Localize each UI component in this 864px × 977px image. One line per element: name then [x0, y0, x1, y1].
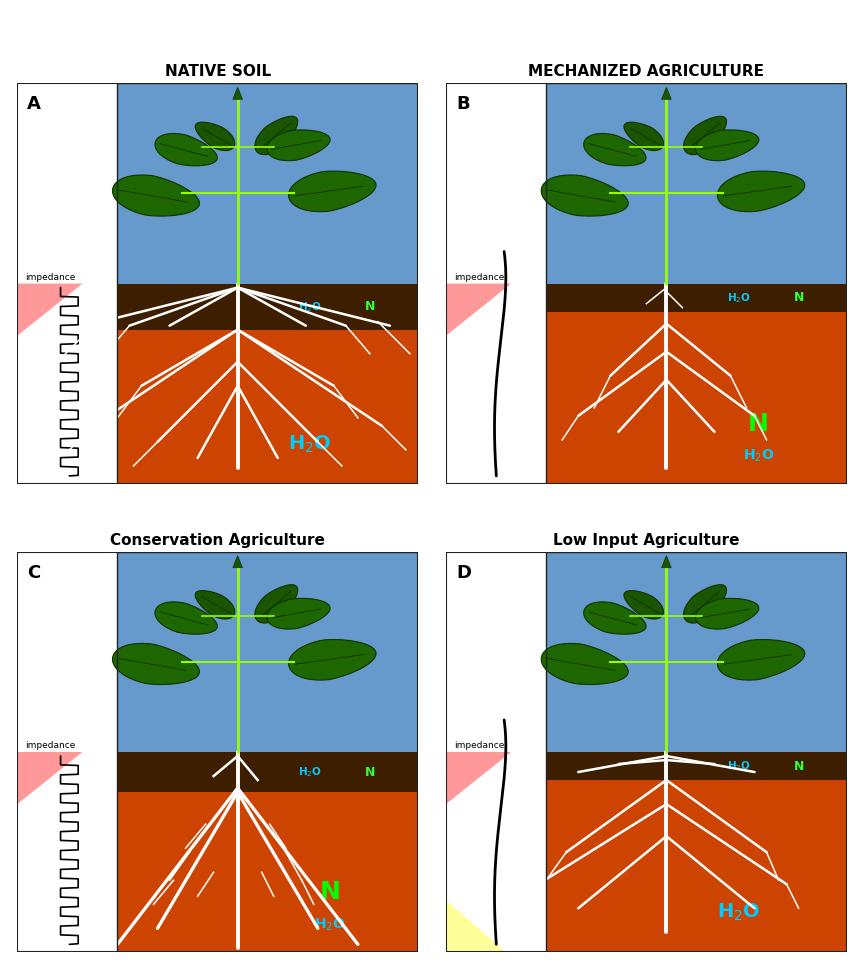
Text: N: N	[320, 880, 340, 905]
Text: impedance: impedance	[454, 741, 505, 750]
Text: H$_2$O: H$_2$O	[288, 433, 332, 454]
Bar	[546, 283, 847, 312]
Text: impedance: impedance	[25, 273, 76, 281]
Polygon shape	[662, 87, 671, 100]
Text: N: N	[748, 412, 769, 436]
Bar	[17, 552, 118, 953]
Bar	[118, 83, 418, 484]
Polygon shape	[112, 644, 200, 685]
Text: H$_2$O: H$_2$O	[298, 300, 321, 314]
Polygon shape	[683, 584, 727, 623]
Bar	[446, 552, 546, 953]
Bar	[546, 752, 847, 780]
Bar	[546, 552, 847, 752]
Polygon shape	[446, 900, 506, 953]
Polygon shape	[624, 591, 664, 619]
Polygon shape	[195, 591, 235, 619]
Text: H$_2$O: H$_2$O	[727, 291, 751, 305]
Polygon shape	[267, 130, 330, 160]
Title: Low Input Agriculture: Low Input Agriculture	[553, 532, 740, 548]
Polygon shape	[195, 122, 235, 150]
Polygon shape	[696, 598, 759, 629]
Polygon shape	[233, 556, 243, 568]
Text: H$_2$O: H$_2$O	[314, 916, 346, 932]
Polygon shape	[267, 598, 330, 629]
Text: C: C	[28, 564, 41, 581]
Bar	[118, 552, 418, 953]
Bar	[118, 283, 418, 329]
Polygon shape	[446, 283, 511, 336]
Bar	[118, 792, 418, 953]
Text: H$_2$O: H$_2$O	[727, 759, 751, 773]
Text: H$_2$O: H$_2$O	[298, 765, 321, 779]
Text: N: N	[365, 300, 375, 314]
Polygon shape	[717, 640, 804, 680]
Text: N: N	[793, 759, 804, 773]
Polygon shape	[112, 175, 200, 216]
Polygon shape	[584, 134, 646, 166]
Text: N: N	[793, 291, 804, 304]
Bar	[446, 83, 546, 484]
Polygon shape	[446, 752, 511, 804]
Bar	[118, 83, 418, 283]
Bar	[118, 552, 418, 752]
Polygon shape	[255, 116, 298, 154]
Polygon shape	[541, 644, 628, 685]
Polygon shape	[584, 602, 646, 634]
Bar	[546, 780, 847, 953]
Bar	[546, 83, 847, 283]
Polygon shape	[289, 640, 376, 680]
Bar	[546, 552, 847, 953]
Text: N: N	[365, 766, 375, 779]
Title: MECHANIZED AGRICULTURE: MECHANIZED AGRICULTURE	[529, 64, 765, 79]
Text: impedance: impedance	[454, 273, 505, 281]
Bar	[17, 83, 118, 484]
Bar	[546, 83, 847, 484]
Text: H$_2$O: H$_2$O	[743, 447, 774, 464]
Polygon shape	[541, 175, 628, 216]
Text: D: D	[456, 564, 471, 581]
Polygon shape	[683, 116, 727, 154]
Text: impedance: impedance	[25, 741, 76, 750]
Polygon shape	[717, 171, 804, 212]
Bar	[118, 329, 418, 484]
Bar	[546, 312, 847, 484]
Text: H$_2$O: H$_2$O	[717, 902, 760, 923]
Text: B: B	[456, 96, 470, 113]
Polygon shape	[289, 171, 376, 212]
Title: Conservation Agriculture: Conservation Agriculture	[111, 532, 325, 548]
Polygon shape	[696, 130, 759, 160]
Bar	[118, 752, 418, 792]
Polygon shape	[624, 122, 664, 150]
Polygon shape	[662, 556, 671, 568]
Title: NATIVE SOIL: NATIVE SOIL	[164, 64, 270, 79]
Polygon shape	[255, 584, 298, 623]
Polygon shape	[17, 283, 82, 336]
Polygon shape	[155, 134, 218, 166]
Text: A: A	[28, 96, 41, 113]
Polygon shape	[17, 752, 82, 804]
Polygon shape	[233, 87, 243, 100]
Polygon shape	[155, 602, 218, 634]
